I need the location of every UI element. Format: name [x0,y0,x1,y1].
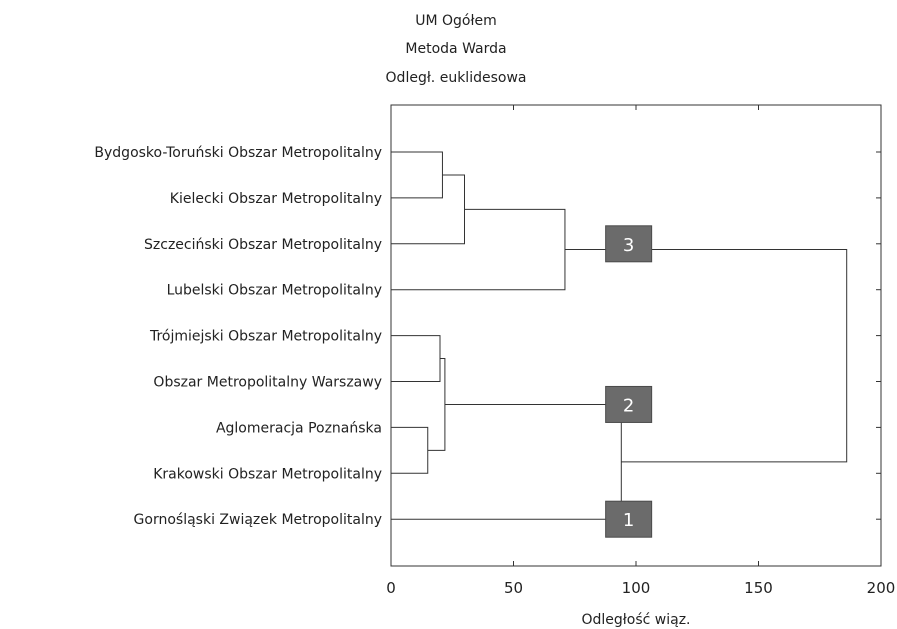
leaf-label: Lubelski Obszar Metropolitalny [167,283,382,299]
dendrogram-links [391,151,848,520]
cluster-badge-label: 3 [623,235,634,256]
cluster-badge [605,500,653,538]
leaf-label: Krakowski Obszar Metropolitalny [153,466,382,482]
dendrogram-link [391,335,441,382]
leaf-label: Kielecki Obszar Metropolitalny [170,191,382,207]
cluster-badge [605,385,653,423]
dendrogram-link [391,208,566,291]
x-axis-ticks: 0 50 100 150 200 [386,105,895,597]
x-axis-title: Odległość wiąz. [582,612,691,628]
x-tick-label: 100 [622,579,651,597]
cluster-badge [605,225,653,263]
x-tick-label: 50 [504,579,523,597]
dendrogram-link [391,174,465,245]
dendrogram-link [391,151,443,199]
x-tick-label: 150 [744,579,773,597]
cluster-badge-label: 2 [623,395,634,416]
plot-frame [390,104,882,567]
chart-title-line-1: UM Ogółem [415,13,496,29]
chart-title-line-3: Odległ. euklidesowa [386,70,527,86]
dendrogram-link [391,426,429,474]
leaf-labels: Bydgosko-Toruński Obszar Metropolitalny K… [94,145,382,528]
leaf-label: Trójmiejski Obszar Metropolitalny [149,329,382,345]
leaf-label: Szczeciński Obszar Metropolitalny [144,237,382,253]
cluster-badges: 3 2 1 [605,225,653,538]
leaf-label: Obszar Metropolitalny Warszawy [153,375,382,391]
leaf-label: Gornośląski Związek Metropolitalny [134,512,382,528]
dendrogram-link [427,358,446,451]
leaf-label: Aglomeracja Poznańska [216,420,382,436]
x-tick-label: 200 [867,579,896,597]
dendrogram-link [564,249,848,463]
dendrogram-link [391,403,622,520]
x-tick-label: 0 [386,579,396,597]
leaf-label: Bydgosko-Toruński Obszar Metropolitalny [94,145,382,161]
chart-title-line-2: Metoda Warda [405,41,506,57]
cluster-badge-label: 1 [623,510,634,531]
